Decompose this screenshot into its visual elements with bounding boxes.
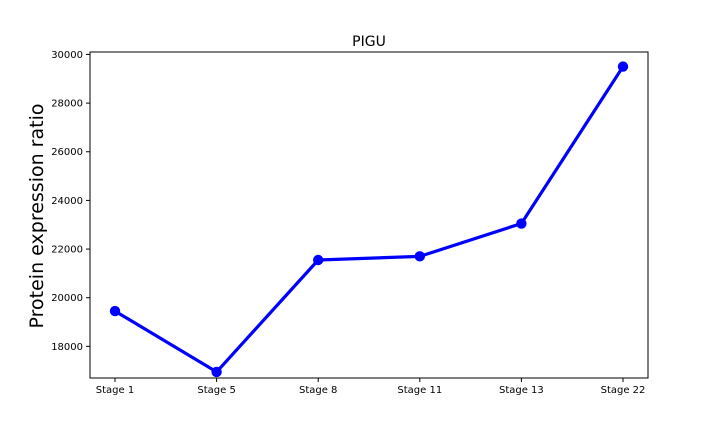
chart-title: PIGU [352, 34, 386, 50]
y-tick-label: 24000 [51, 196, 83, 207]
x-tick-label: Stage 22 [601, 385, 646, 396]
y-tick-label: 26000 [51, 147, 83, 158]
y-tick-label: 22000 [51, 245, 83, 256]
y-tick-label: 18000 [51, 342, 83, 353]
data-point [109, 305, 121, 317]
y-axis-title: Protein expression ratio [26, 104, 48, 329]
x-tick-label: Stage 8 [299, 385, 337, 396]
data-point [414, 251, 425, 262]
x-tick-label: Stage 5 [197, 385, 235, 396]
data-point [617, 61, 629, 72]
y-axis-ticks: 18000 20000 22000 24000 26000 28000 30000 [51, 50, 90, 353]
series-line [113, 64, 625, 374]
x-axis-ticks: Stage 1 Stage 5 Stage 8 Stage 11 Stage 13 Sta… [96, 378, 646, 396]
y-tick-label: 28000 [51, 99, 83, 110]
y-tick-label: 20000 [51, 293, 83, 304]
x-tick-label: Stage 1 [96, 385, 134, 396]
data-point [313, 254, 324, 266]
data-point [211, 366, 222, 378]
y-tick-label: 30000 [51, 50, 83, 61]
x-tick-label: Stage 13 [499, 385, 544, 396]
x-tick-label: Stage 11 [397, 385, 442, 396]
plot-area-frame [89, 51, 649, 379]
data-point [516, 218, 527, 229]
series-layer [109, 61, 629, 378]
